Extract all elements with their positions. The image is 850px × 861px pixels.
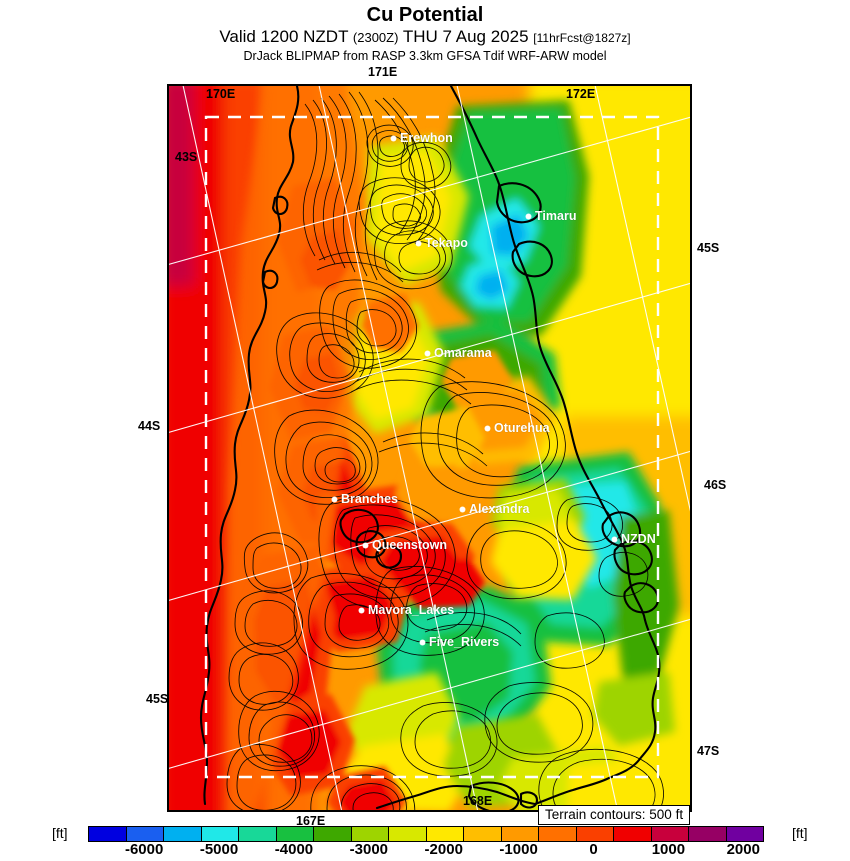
colorbar-tick--5000: -5000 [199, 841, 239, 858]
lat-label-45s-right: 45S [697, 241, 720, 255]
colorbar-swatch-15 [651, 827, 689, 841]
valid-utc-time: (2300Z) [352, 30, 399, 45]
colorbar-tick-labels: -6000 -5000 -4000 -3000 -2000 -1000 0 1000 2000 [88, 841, 762, 861]
colorbar-swatch-6 [314, 827, 352, 841]
colorbar-swatch-14 [614, 827, 652, 841]
colorbar-tick--3000: -3000 [349, 841, 389, 858]
lat-label-44s: 44S [138, 419, 161, 433]
map-canvas: Erewhon Timaru Tekapo Omarama Oturehua B… [169, 86, 690, 810]
colorbar-tick-1000: 1000 [651, 841, 686, 858]
colorbar-swatch-5 [276, 827, 314, 841]
colorbar-tick--2000: -2000 [424, 841, 463, 858]
colorbar-swatch-16 [689, 827, 727, 841]
lon-label-172e: 172E [566, 87, 596, 101]
colorbar-tick--4000: -4000 [274, 841, 314, 858]
colorbar-tick-2000: 2000 [726, 841, 760, 858]
colorbar-swatches[interactable] [88, 826, 764, 842]
terrain-contour-lines [226, 91, 664, 810]
valid-date: THU 7 Aug 2025 [402, 27, 529, 46]
lat-label-47s: 47S [697, 744, 720, 758]
lat-label-43s-inside: 43S [175, 150, 198, 164]
colorbar-swatch-11 [501, 827, 539, 841]
model-source-line: DrJack BLIPMAP from RASP 3.3km GFSA Tdif… [243, 49, 607, 63]
colorbar-swatch-2 [164, 827, 202, 841]
colorbar-swatch-13 [576, 827, 614, 841]
colorbar-swatch-9 [426, 827, 464, 841]
coastline-overlay [199, 86, 661, 810]
colorbar-swatch-7 [351, 827, 389, 841]
lat-label-45s-left: 45S [146, 692, 169, 706]
colorbar-tick-0: 0 [589, 841, 598, 858]
lon-label-170e: 170E [206, 87, 236, 101]
page-title: Cu Potential [366, 4, 484, 26]
colorbar-swatch-8 [389, 827, 427, 841]
colorbar-unit-right: [ft] [792, 825, 808, 841]
colorbar: [ft] [ft] -6000 -5000 -4000 -3000 -2000 -1000… [0, 822, 850, 860]
colorbar-tick--1000: -1000 [499, 841, 538, 858]
colorbar-swatch-17 [726, 827, 763, 841]
colorbar-swatch-10 [464, 827, 502, 841]
header: Cu Potential Valid 1200 NZDT (2300Z) THU… [0, 0, 850, 64]
colorbar-swatch-4 [239, 827, 277, 841]
colorbar-tick--6000: -6000 [124, 841, 164, 858]
terrain-contours-legend: Terrain contours: 500 ft [538, 805, 691, 825]
colorbar-swatch-1 [126, 827, 164, 841]
graticule-and-domain-box [169, 86, 690, 810]
forecast-tag: [11hrFcst@1827z] [533, 31, 631, 45]
colorbar-swatch-0 [89, 827, 127, 841]
map-plot-area[interactable]: Erewhon Timaru Tekapo Omarama Oturehua B… [167, 84, 692, 812]
colorbar-swatch-12 [539, 827, 577, 841]
valid-local-time: Valid 1200 NZDT [219, 27, 349, 46]
lon-label-171e: 171E [368, 65, 398, 79]
valid-time-line: Valid 1200 NZDT (2300Z) THU 7 Aug 2025 [… [0, 27, 850, 48]
lon-label-167e: 167E [296, 814, 326, 828]
lat-label-46s: 46S [704, 478, 727, 492]
colorbar-unit-left: [ft] [52, 825, 68, 841]
colorbar-swatch-3 [201, 827, 239, 841]
lon-label-168e: 168E [463, 794, 493, 808]
